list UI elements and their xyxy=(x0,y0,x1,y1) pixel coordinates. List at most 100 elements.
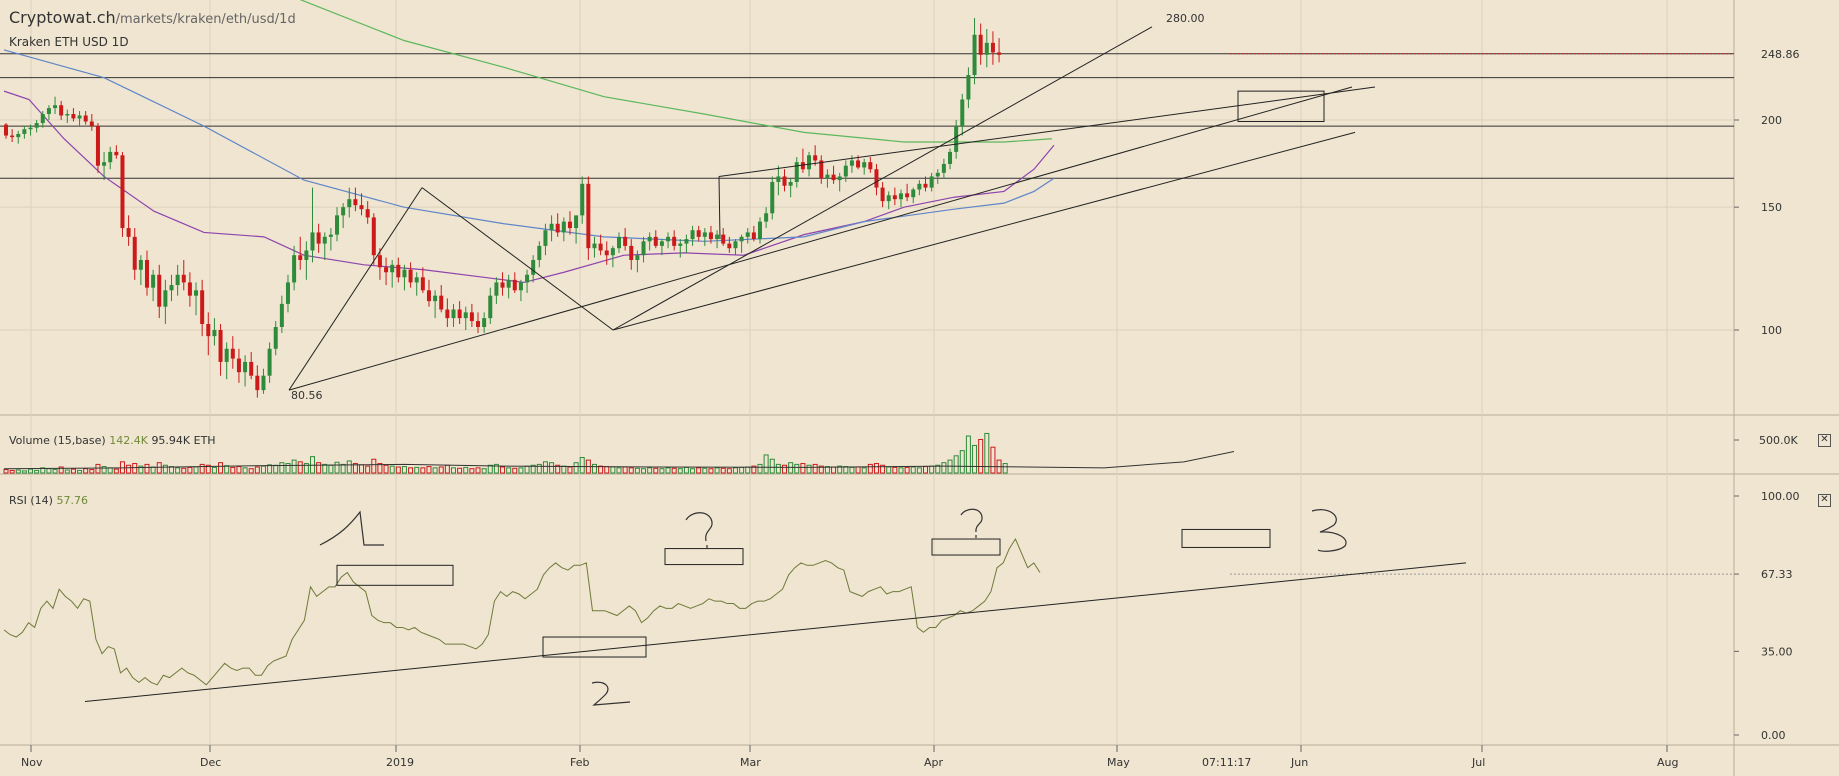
candle-up[interactable] xyxy=(659,241,664,246)
candle-down[interactable] xyxy=(371,217,376,256)
candle-down[interactable] xyxy=(359,205,364,210)
candle-up[interactable] xyxy=(138,259,143,270)
candle-down[interactable] xyxy=(623,236,628,246)
candle-down[interactable] xyxy=(813,155,818,161)
candle-down[interactable] xyxy=(819,160,824,179)
candle-up[interactable] xyxy=(935,172,940,177)
candle-down[interactable] xyxy=(727,243,732,249)
candle-down[interactable] xyxy=(365,209,370,218)
candle-up[interactable] xyxy=(776,176,781,182)
candle-up[interactable] xyxy=(267,348,272,376)
candle-up[interactable] xyxy=(506,279,511,288)
candle-up[interactable] xyxy=(46,108,51,115)
candle-down[interactable] xyxy=(4,124,8,136)
candle-down[interactable] xyxy=(187,282,192,296)
candle-up[interactable] xyxy=(482,318,487,327)
candle-down[interactable] xyxy=(629,245,634,260)
candle-up[interactable] xyxy=(966,75,971,100)
candle-up[interactable] xyxy=(494,282,499,296)
candle-down[interactable] xyxy=(457,309,462,319)
candle-up[interactable] xyxy=(561,221,566,233)
candle-up[interactable] xyxy=(341,207,346,216)
candle-down[interactable] xyxy=(420,277,425,291)
candle-up[interactable] xyxy=(954,126,959,152)
candle-down[interactable] xyxy=(377,255,382,268)
candle-down[interactable] xyxy=(181,274,186,283)
candle-up[interactable] xyxy=(807,155,812,170)
candle-up[interactable] xyxy=(666,236,671,242)
candle-up[interactable] xyxy=(28,127,33,130)
candle-up[interactable] xyxy=(825,174,830,179)
candle-down[interactable] xyxy=(144,259,149,288)
candle-up[interactable] xyxy=(433,295,438,302)
candle-up[interactable] xyxy=(929,176,934,188)
candle-down[interactable] xyxy=(83,115,88,122)
candle-up[interactable] xyxy=(764,213,769,222)
candle-up[interactable] xyxy=(463,312,468,319)
candle-down[interactable] xyxy=(598,243,603,251)
candle-up[interactable] xyxy=(322,236,327,244)
candle-up[interactable] xyxy=(684,239,689,244)
candle-down[interactable] xyxy=(990,42,995,53)
candle-down[interactable] xyxy=(316,232,321,244)
candle-down[interactable] xyxy=(126,228,131,237)
candle-up[interactable] xyxy=(972,34,977,76)
candle-down[interactable] xyxy=(384,267,389,273)
candle-up[interactable] xyxy=(224,348,229,362)
candle-down[interactable] xyxy=(978,34,983,55)
candle-up[interactable] xyxy=(212,330,217,337)
candle-down[interactable] xyxy=(439,295,444,310)
candle-down[interactable] xyxy=(426,290,431,302)
candle-down[interactable] xyxy=(206,324,211,337)
candle-up[interactable] xyxy=(151,274,156,288)
candle-down[interactable] xyxy=(249,361,254,376)
candle-down[interactable] xyxy=(586,183,591,249)
candle-down[interactable] xyxy=(997,52,1002,55)
candle-down[interactable] xyxy=(653,236,658,246)
candle-down[interactable] xyxy=(298,255,303,260)
candle-down[interactable] xyxy=(89,121,94,127)
candle-up[interactable] xyxy=(279,303,284,327)
candle-up[interactable] xyxy=(984,42,989,55)
candle-down[interactable] xyxy=(218,330,223,362)
candle-down[interactable] xyxy=(71,114,76,119)
candle-up[interactable] xyxy=(770,181,775,214)
candle-up[interactable] xyxy=(678,243,683,246)
candle-down[interactable] xyxy=(868,162,873,170)
candle-up[interactable] xyxy=(574,215,579,229)
candle-down[interactable] xyxy=(874,169,879,188)
candle-down[interactable] xyxy=(408,269,413,283)
candle-up[interactable] xyxy=(194,290,199,296)
candle-up[interactable] xyxy=(537,245,542,260)
site-title[interactable]: Cryptowat.ch/markets/kraken/eth/usd/1d xyxy=(9,8,296,27)
candle-up[interactable] xyxy=(34,123,39,128)
candle-down[interactable] xyxy=(604,250,609,256)
candle-up[interactable] xyxy=(715,234,720,240)
candle-up[interactable] xyxy=(592,243,597,249)
candle-down[interactable] xyxy=(59,105,64,116)
candle-up[interactable] xyxy=(843,165,848,177)
candle-up[interactable] xyxy=(273,326,278,349)
candle-up[interactable] xyxy=(862,162,867,168)
candle-down[interactable] xyxy=(236,358,241,373)
candle-down[interactable] xyxy=(200,290,205,325)
candle-up[interactable] xyxy=(518,282,523,291)
candle-down[interactable] xyxy=(157,274,162,307)
candle-down[interactable] xyxy=(353,199,358,206)
candle-up[interactable] xyxy=(304,250,309,260)
candle-up[interactable] xyxy=(948,151,953,164)
candle-down[interactable] xyxy=(555,223,560,233)
candle-up[interactable] xyxy=(163,290,168,307)
candle-up[interactable] xyxy=(310,232,315,251)
candle-up[interactable] xyxy=(898,193,903,200)
candle-up[interactable] xyxy=(402,269,407,278)
candle-up[interactable] xyxy=(641,241,646,256)
candle-up[interactable] xyxy=(285,282,290,304)
candle-up[interactable] xyxy=(635,255,640,260)
candle-down[interactable] xyxy=(469,312,474,322)
candle-down[interactable] xyxy=(696,230,701,237)
candle-down[interactable] xyxy=(114,151,119,156)
candle-up[interactable] xyxy=(525,274,530,283)
candle-up[interactable] xyxy=(757,221,762,240)
candle-up[interactable] xyxy=(647,236,652,242)
